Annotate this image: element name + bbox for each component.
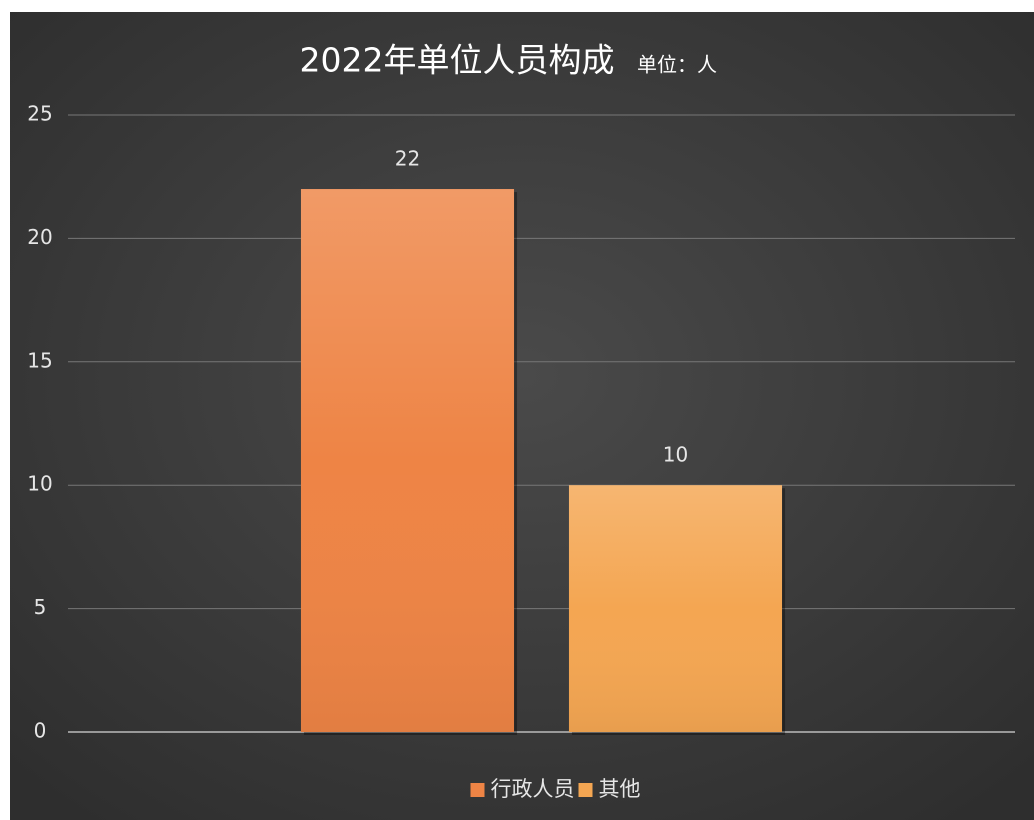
- y-tick-label: 10: [27, 472, 52, 496]
- legend-label: 行政人员: [491, 777, 575, 801]
- data-label: 10: [663, 443, 688, 467]
- y-tick-label: 20: [27, 225, 52, 249]
- chart-background: [10, 12, 1034, 820]
- y-tick-label: 15: [27, 348, 52, 372]
- legend-label: 其他: [599, 777, 641, 801]
- bar-sheen: [300, 189, 515, 733]
- y-tick-label: 0: [34, 719, 47, 743]
- bar-sheen: [568, 485, 783, 732]
- y-tick-label: 5: [34, 595, 47, 619]
- chart-subtitle: 单位：人: [637, 53, 717, 77]
- y-tick-label: 25: [27, 102, 52, 126]
- data-label: 22: [395, 147, 420, 171]
- legend-swatch: [578, 783, 593, 797]
- legend-swatch: [470, 783, 485, 797]
- chart-title: 2022年单位人员构成: [300, 41, 615, 80]
